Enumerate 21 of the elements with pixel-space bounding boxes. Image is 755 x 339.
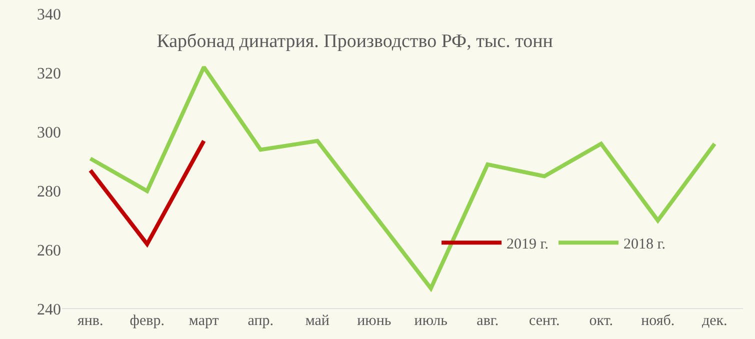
y-tick-label: 240 — [37, 302, 61, 319]
x-tick-label: янв. — [77, 313, 104, 329]
legend-label: 2018 г. — [624, 236, 666, 252]
x-tick-label: июнь — [357, 313, 392, 329]
y-tick-label: 280 — [37, 184, 61, 201]
y-tick-label: 320 — [37, 66, 61, 83]
x-tick-label: окт. — [589, 313, 614, 329]
text: Карбонад динатрия. Производство РФ, тыс. тонн — [156, 31, 553, 52]
x-tick-label: февр. — [130, 313, 164, 329]
x-tick-label: нояб. — [641, 313, 675, 329]
x-tick-label: сент. — [529, 313, 560, 329]
x-tick-label: апр. — [248, 313, 274, 329]
y-tick-label: 340 — [37, 6, 61, 24]
y-tick-label: 300 — [37, 124, 61, 142]
x-tick-label: авг. — [476, 313, 499, 329]
x-tick-label: июль — [414, 313, 448, 329]
x-tick-label: март — [188, 313, 220, 329]
legend-label: 2019 г. — [506, 236, 549, 252]
x-tick-label: май — [305, 313, 330, 329]
x-tick-label: дек. — [702, 313, 728, 329]
y-tick-label: 260 — [37, 242, 61, 260]
